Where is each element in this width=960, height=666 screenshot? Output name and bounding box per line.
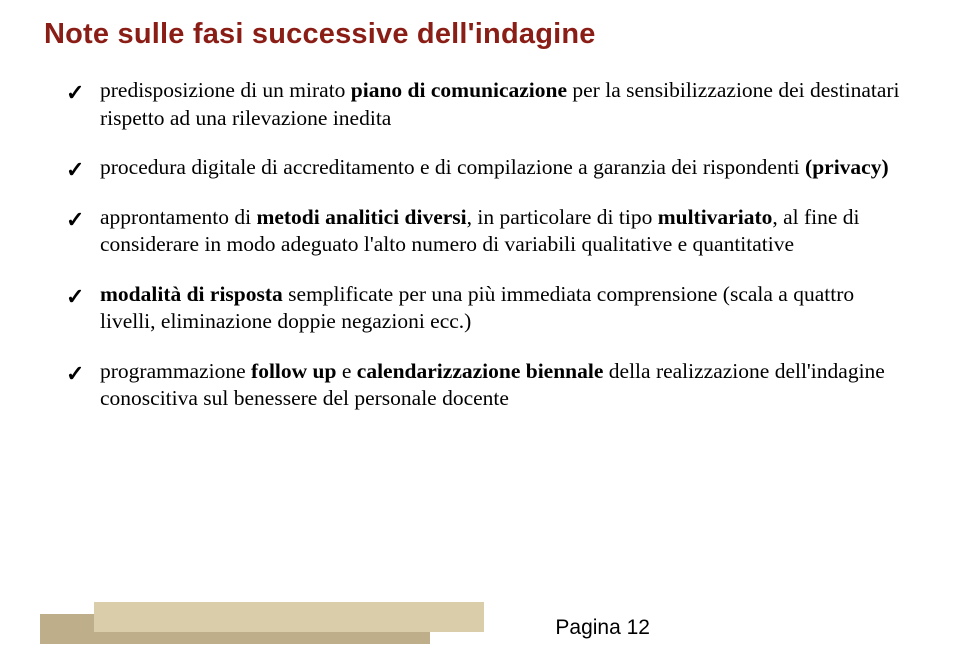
bold-text: (privacy) bbox=[805, 155, 889, 179]
bold-text: follow up bbox=[251, 359, 336, 383]
list-item: predisposizione di un mirato piano di co… bbox=[66, 77, 910, 132]
decor-bar-front bbox=[94, 602, 484, 632]
text: e bbox=[336, 359, 356, 383]
text: procedura digitale di accreditamento e d… bbox=[100, 155, 805, 179]
list-item: approntamento di metodi analitici divers… bbox=[66, 204, 910, 259]
bold-text: multivariato bbox=[658, 205, 773, 229]
list-item: modalità di risposta semplificate per un… bbox=[66, 281, 910, 336]
text: approntamento di bbox=[100, 205, 256, 229]
list-item: procedura digitale di accreditamento e d… bbox=[66, 154, 910, 182]
bold-text: metodi analitici diversi bbox=[256, 205, 466, 229]
footer: Pagina 12 bbox=[40, 606, 920, 644]
text: predisposizione di un mirato bbox=[100, 78, 351, 102]
text: programmazione bbox=[100, 359, 251, 383]
bold-text: modalità di risposta bbox=[100, 282, 283, 306]
page-title: Note sulle fasi successive dell'indagine bbox=[44, 18, 916, 51]
page-number: Pagina 12 bbox=[555, 616, 650, 640]
list-item: programmazione follow up e calendarizzaz… bbox=[66, 358, 910, 413]
bold-text: piano di comunicazione bbox=[351, 78, 567, 102]
slide: Note sulle fasi successive dell'indagine… bbox=[0, 0, 960, 666]
bold-text: calendarizzazione biennale bbox=[357, 359, 604, 383]
bullet-list: predisposizione di un mirato piano di co… bbox=[44, 77, 916, 413]
text: , in particolare di tipo bbox=[467, 205, 658, 229]
